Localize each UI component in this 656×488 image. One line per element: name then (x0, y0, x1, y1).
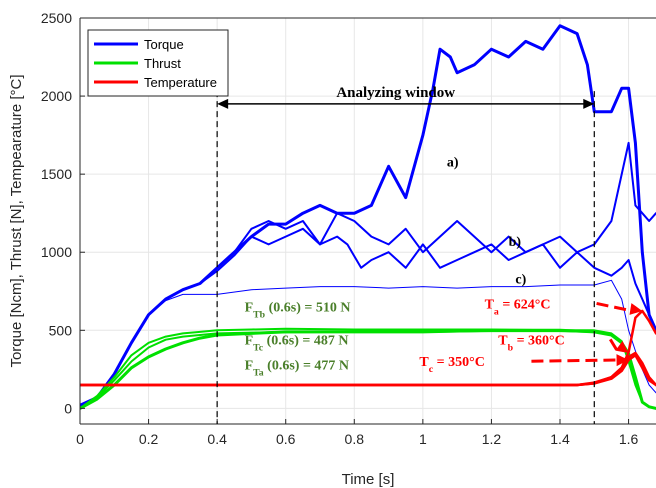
legend-label: Thrust (144, 56, 181, 71)
curve-label: b) (509, 235, 522, 250)
temperature-annotation: Tb = 360°C (498, 333, 564, 353)
temperature-arrow-shaft (596, 301, 633, 313)
temperature-annotation: Tc = 350°C (419, 355, 484, 375)
y-axis-title: Torque [Ncm], Thrust [N], Tempearature [… (8, 74, 25, 367)
x-tick-label: 0 (76, 431, 84, 447)
curve-label: a) (447, 155, 459, 170)
thrust-annotation: FTa (0.6s) = 477 N (245, 358, 349, 378)
plot-area (80, 24, 656, 410)
x-tick-label: 1.4 (550, 431, 570, 447)
analyzing-window: Analyzing window (216, 85, 595, 424)
y-tick-label: 2000 (41, 88, 72, 104)
temperature-arrow-head (629, 303, 643, 315)
y-tick-label: 1500 (41, 166, 72, 182)
temperature-annotation: Ta = 624°C (485, 297, 551, 317)
legend: Torque Thrust Temperature (87, 29, 229, 97)
window-arrow-head-right (583, 98, 595, 109)
x-tick-label: 0.6 (276, 431, 296, 447)
x-tick-label: 0.2 (139, 431, 159, 447)
y-tick-label: 500 (49, 322, 73, 338)
thrust-line-b (80, 327, 656, 410)
thrust-line-c (80, 330, 656, 410)
temperature-arrow-shaft (609, 338, 620, 354)
window-arrow-head-left (217, 98, 229, 109)
x-tick-label: 1 (419, 431, 427, 447)
y-tick-label: 1000 (41, 244, 72, 260)
axes: 0 0.2 0.4 0.6 0.8 1 1.2 1.4 1.6 0 500 1000 1500 2000 2… (41, 10, 656, 447)
x-tick-label: 1.2 (482, 431, 502, 447)
x-tick-label: 1.6 (619, 431, 639, 447)
torque-line-thin (80, 279, 656, 406)
annotations: a) b) c) FTb (0.6s) = 510 N FTc (0.6s) = 487… (245, 155, 643, 378)
temperature-arrow-head (615, 340, 629, 353)
torque-line-c (80, 227, 656, 407)
legend-label: Torque (144, 37, 184, 52)
temperature-line-c (80, 354, 656, 387)
x-tick-label: 0.8 (345, 431, 365, 447)
thrust-annotation: FTc (0.6s) = 487 N (245, 333, 349, 353)
y-tick-label: 2500 (41, 10, 72, 26)
legend-label: Temperature (144, 75, 217, 90)
temperature-arrow-head (616, 354, 629, 367)
x-tick-label: 0.4 (207, 431, 227, 447)
analyzing-window-label: Analyzing window (336, 85, 455, 101)
x-axis-title: Time [s] (342, 471, 395, 488)
thrust-annotation: FTb (0.6s) = 510 N (245, 301, 351, 321)
temperature-arrow-shaft (531, 358, 619, 363)
y-tick-label: 0 (64, 400, 72, 416)
curve-label: c) (515, 272, 526, 287)
